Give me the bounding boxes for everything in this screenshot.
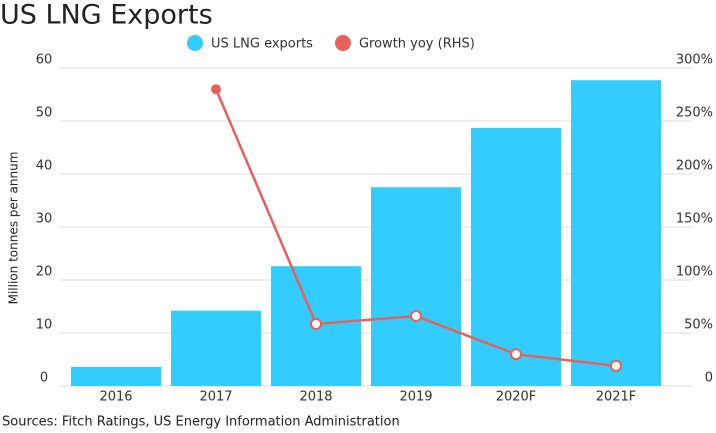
y-tick-label: 30	[36, 212, 53, 227]
chart-title: US LNG Exports	[0, 0, 213, 31]
legend-marker	[334, 35, 351, 51]
point	[410, 310, 422, 323]
source: Sources: Fitch Ratings, US Energy Inform…	[2, 415, 400, 430]
point	[510, 348, 522, 361]
point	[610, 359, 622, 372]
bar	[471, 127, 561, 386]
x-tick-label: 2021F	[596, 390, 637, 405]
bar	[371, 187, 461, 386]
x-tick-label: 2020F	[496, 390, 537, 405]
bar	[171, 310, 261, 386]
y-tick-label: 20	[36, 265, 53, 280]
x-tick-label: 2018	[299, 390, 332, 405]
y-tick-label: 40	[36, 159, 53, 174]
legend-label: Growth yoy (RHS)	[359, 37, 475, 52]
y2-tick-label: 100%	[676, 265, 713, 280]
y2-tick-label: 50%	[684, 318, 713, 333]
y2-tick-label: 0	[705, 371, 713, 386]
x-tick-label: 2016	[99, 390, 132, 405]
y2-tick-label: 250%	[676, 106, 713, 121]
y2-tick-label: 200%	[676, 159, 713, 174]
y-tick-label: 60	[36, 53, 53, 68]
y2-tick-label: 300%	[676, 53, 713, 68]
point	[310, 317, 322, 330]
y-tick-label: 50	[36, 106, 53, 121]
y-tick-label: 0	[40, 371, 48, 386]
y-axis-label: Million tonnes per annum	[7, 152, 21, 305]
bar	[71, 366, 161, 386]
x-tick-label: 2017	[199, 390, 232, 405]
y-tick-label: 10	[36, 318, 53, 333]
legend-label: US LNG exports	[211, 37, 313, 52]
legend-marker	[187, 35, 203, 51]
x-tick-label: 2019	[399, 390, 432, 405]
y2-tick-label: 150%	[676, 212, 713, 227]
point	[211, 84, 221, 95]
bar	[571, 80, 661, 386]
